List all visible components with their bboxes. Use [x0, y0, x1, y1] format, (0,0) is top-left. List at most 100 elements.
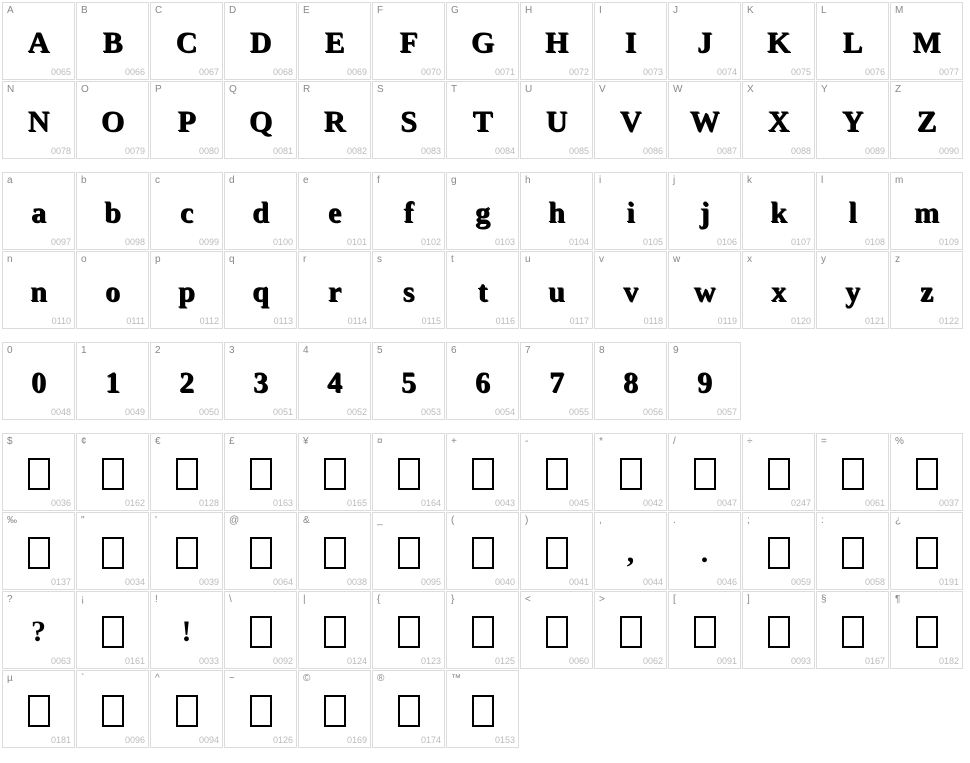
glyph-cell[interactable]: |0124	[298, 591, 371, 669]
glyph-cell[interactable]: ®0174	[372, 670, 445, 748]
glyph-cell[interactable]: PP0080	[150, 81, 223, 159]
glyph-cell[interactable]: FF0070	[372, 2, 445, 80]
glyph-cell[interactable]: VV0086	[594, 81, 667, 159]
glyph-cell[interactable]: [0091	[668, 591, 741, 669]
glyph-cell[interactable]: uu0117	[520, 251, 593, 329]
glyph-cell[interactable]: WW0087	[668, 81, 741, 159]
glyph-cell[interactable]: ??0063	[2, 591, 75, 669]
glyph-cell[interactable]: ll0108	[816, 172, 889, 250]
glyph-cell[interactable]: @0064	[224, 512, 297, 590]
glyph-cell[interactable]: <0060	[520, 591, 593, 669]
glyph-cell[interactable]: )0041	[520, 512, 593, 590]
glyph-cell[interactable]: II0073	[594, 2, 667, 80]
glyph-cell[interactable]: OO0079	[76, 81, 149, 159]
glyph-cell[interactable]: ww0119	[668, 251, 741, 329]
glyph-cell[interactable]: 880056	[594, 342, 667, 420]
glyph-cell[interactable]: 550053	[372, 342, 445, 420]
glyph-cell[interactable]: kk0107	[742, 172, 815, 250]
glyph-cell[interactable]: aa0097	[2, 172, 75, 250]
glyph-cell[interactable]: ..0046	[668, 512, 741, 590]
glyph-cell[interactable]: LL0076	[816, 2, 889, 80]
glyph-cell[interactable]: ¶0182	[890, 591, 963, 669]
glyph-cell[interactable]: $0036	[2, 433, 75, 511]
glyph-cell[interactable]: KK0075	[742, 2, 815, 80]
glyph-cell[interactable]: qq0113	[224, 251, 297, 329]
glyph-cell[interactable]: oo0111	[76, 251, 149, 329]
glyph-cell[interactable]: µ0181	[2, 670, 75, 748]
glyph-cell[interactable]: "0034	[76, 512, 149, 590]
glyph-cell[interactable]: yy0121	[816, 251, 889, 329]
glyph-cell[interactable]: mm0109	[890, 172, 963, 250]
glyph-cell[interactable]: ;0059	[742, 512, 815, 590]
glyph-cell[interactable]: &0038	[298, 512, 371, 590]
glyph-cell[interactable]: =0061	[816, 433, 889, 511]
glyph-cell[interactable]: BB0066	[76, 2, 149, 80]
glyph-cell[interactable]: :0058	[816, 512, 889, 590]
glyph-cell[interactable]: 440052	[298, 342, 371, 420]
glyph-cell[interactable]: ,,0044	[594, 512, 667, 590]
glyph-cell[interactable]: !!0033	[150, 591, 223, 669]
glyph-cell[interactable]: `0096	[76, 670, 149, 748]
glyph-cell[interactable]: ¢0162	[76, 433, 149, 511]
glyph-cell[interactable]: >0062	[594, 591, 667, 669]
glyph-cell[interactable]: YY0089	[816, 81, 889, 159]
glyph-cell[interactable]: 330051	[224, 342, 297, 420]
glyph-cell[interactable]: RR0082	[298, 81, 371, 159]
glyph-cell[interactable]: ¿0191	[890, 512, 963, 590]
glyph-cell[interactable]: +0043	[446, 433, 519, 511]
glyph-cell[interactable]: 110049	[76, 342, 149, 420]
glyph-cell[interactable]: AA0065	[2, 2, 75, 80]
glyph-cell[interactable]: §0167	[816, 591, 889, 669]
glyph-cell[interactable]: -0045	[520, 433, 593, 511]
glyph-cell[interactable]: jj0106	[668, 172, 741, 250]
glyph-cell[interactable]: rr0114	[298, 251, 371, 329]
glyph-cell[interactable]: NN0078	[2, 81, 75, 159]
glyph-cell[interactable]: ^0094	[150, 670, 223, 748]
glyph-cell[interactable]: ¤0164	[372, 433, 445, 511]
glyph-cell[interactable]: bb0098	[76, 172, 149, 250]
glyph-cell[interactable]: %0037	[890, 433, 963, 511]
glyph-cell[interactable]: nn0110	[2, 251, 75, 329]
glyph-cell[interactable]: }0125	[446, 591, 519, 669]
glyph-cell[interactable]: zz0122	[890, 251, 963, 329]
glyph-cell[interactable]: ÷0247	[742, 433, 815, 511]
glyph-cell[interactable]: gg0103	[446, 172, 519, 250]
glyph-cell[interactable]: DD0068	[224, 2, 297, 80]
glyph-cell[interactable]: ¥0165	[298, 433, 371, 511]
glyph-cell[interactable]: '0039	[150, 512, 223, 590]
glyph-cell[interactable]: €0128	[150, 433, 223, 511]
glyph-cell[interactable]: ]0093	[742, 591, 815, 669]
glyph-cell[interactable]: ™0153	[446, 670, 519, 748]
glyph-cell[interactable]: ©0169	[298, 670, 371, 748]
glyph-cell[interactable]: UU0085	[520, 81, 593, 159]
glyph-cell[interactable]: \0092	[224, 591, 297, 669]
glyph-cell[interactable]: ss0115	[372, 251, 445, 329]
glyph-cell[interactable]: 220050	[150, 342, 223, 420]
glyph-cell[interactable]: ii0105	[594, 172, 667, 250]
glyph-cell[interactable]: HH0072	[520, 2, 593, 80]
glyph-cell[interactable]: ¡0161	[76, 591, 149, 669]
glyph-cell[interactable]: vv0118	[594, 251, 667, 329]
glyph-cell[interactable]: TT0084	[446, 81, 519, 159]
glyph-cell[interactable]: 000048	[2, 342, 75, 420]
glyph-cell[interactable]: MM0077	[890, 2, 963, 80]
glyph-cell[interactable]: (0040	[446, 512, 519, 590]
glyph-cell[interactable]: GG0071	[446, 2, 519, 80]
glyph-cell[interactable]: 660054	[446, 342, 519, 420]
glyph-cell[interactable]: hh0104	[520, 172, 593, 250]
glyph-cell[interactable]: pp0112	[150, 251, 223, 329]
glyph-cell[interactable]: CC0067	[150, 2, 223, 80]
glyph-cell[interactable]: _0095	[372, 512, 445, 590]
glyph-cell[interactable]: 990057	[668, 342, 741, 420]
glyph-cell[interactable]: cc0099	[150, 172, 223, 250]
glyph-cell[interactable]: EE0069	[298, 2, 371, 80]
glyph-cell[interactable]: JJ0074	[668, 2, 741, 80]
glyph-cell[interactable]: ee0101	[298, 172, 371, 250]
glyph-cell[interactable]: tt0116	[446, 251, 519, 329]
glyph-cell[interactable]: /0047	[668, 433, 741, 511]
glyph-cell[interactable]: QQ0081	[224, 81, 297, 159]
glyph-cell[interactable]: ZZ0090	[890, 81, 963, 159]
glyph-cell[interactable]: SS0083	[372, 81, 445, 159]
glyph-cell[interactable]: ~0126	[224, 670, 297, 748]
glyph-cell[interactable]: £0163	[224, 433, 297, 511]
